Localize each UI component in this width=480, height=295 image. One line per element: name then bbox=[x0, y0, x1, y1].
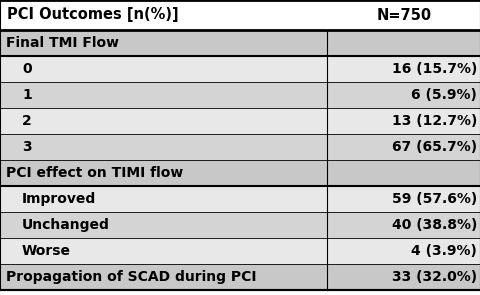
Text: PCI Outcomes [n(%)]: PCI Outcomes [n(%)] bbox=[7, 7, 178, 22]
Text: 6 (5.9%): 6 (5.9%) bbox=[410, 88, 476, 102]
Bar bbox=[0, 30, 480, 56]
Text: 16 (15.7%): 16 (15.7%) bbox=[391, 62, 476, 76]
Bar bbox=[0, 212, 480, 238]
Text: Worse: Worse bbox=[22, 244, 71, 258]
Text: Final TMI Flow: Final TMI Flow bbox=[6, 36, 119, 50]
Text: 1: 1 bbox=[22, 88, 32, 102]
Bar bbox=[0, 82, 480, 108]
Text: 4 (3.9%): 4 (3.9%) bbox=[410, 244, 476, 258]
Text: 13 (12.7%): 13 (12.7%) bbox=[391, 114, 476, 128]
Text: 3: 3 bbox=[22, 140, 32, 154]
Text: 59 (57.6%): 59 (57.6%) bbox=[391, 192, 476, 206]
Bar bbox=[0, 0, 480, 30]
Bar bbox=[0, 108, 480, 134]
Text: PCI effect on TIMI flow: PCI effect on TIMI flow bbox=[6, 166, 183, 180]
Text: N=750: N=750 bbox=[376, 7, 431, 22]
Text: Propagation of SCAD during PCI: Propagation of SCAD during PCI bbox=[6, 270, 256, 284]
Bar bbox=[0, 56, 480, 82]
Text: 0: 0 bbox=[22, 62, 32, 76]
Bar bbox=[0, 134, 480, 160]
Text: Unchanged: Unchanged bbox=[22, 218, 109, 232]
Text: 33 (32.0%): 33 (32.0%) bbox=[391, 270, 476, 284]
Bar bbox=[0, 186, 480, 212]
Text: 40 (38.8%): 40 (38.8%) bbox=[391, 218, 476, 232]
Bar bbox=[0, 264, 480, 290]
Text: 2: 2 bbox=[22, 114, 32, 128]
Text: 67 (65.7%): 67 (65.7%) bbox=[391, 140, 476, 154]
Bar bbox=[0, 238, 480, 264]
Text: Improved: Improved bbox=[22, 192, 96, 206]
Bar bbox=[0, 160, 480, 186]
